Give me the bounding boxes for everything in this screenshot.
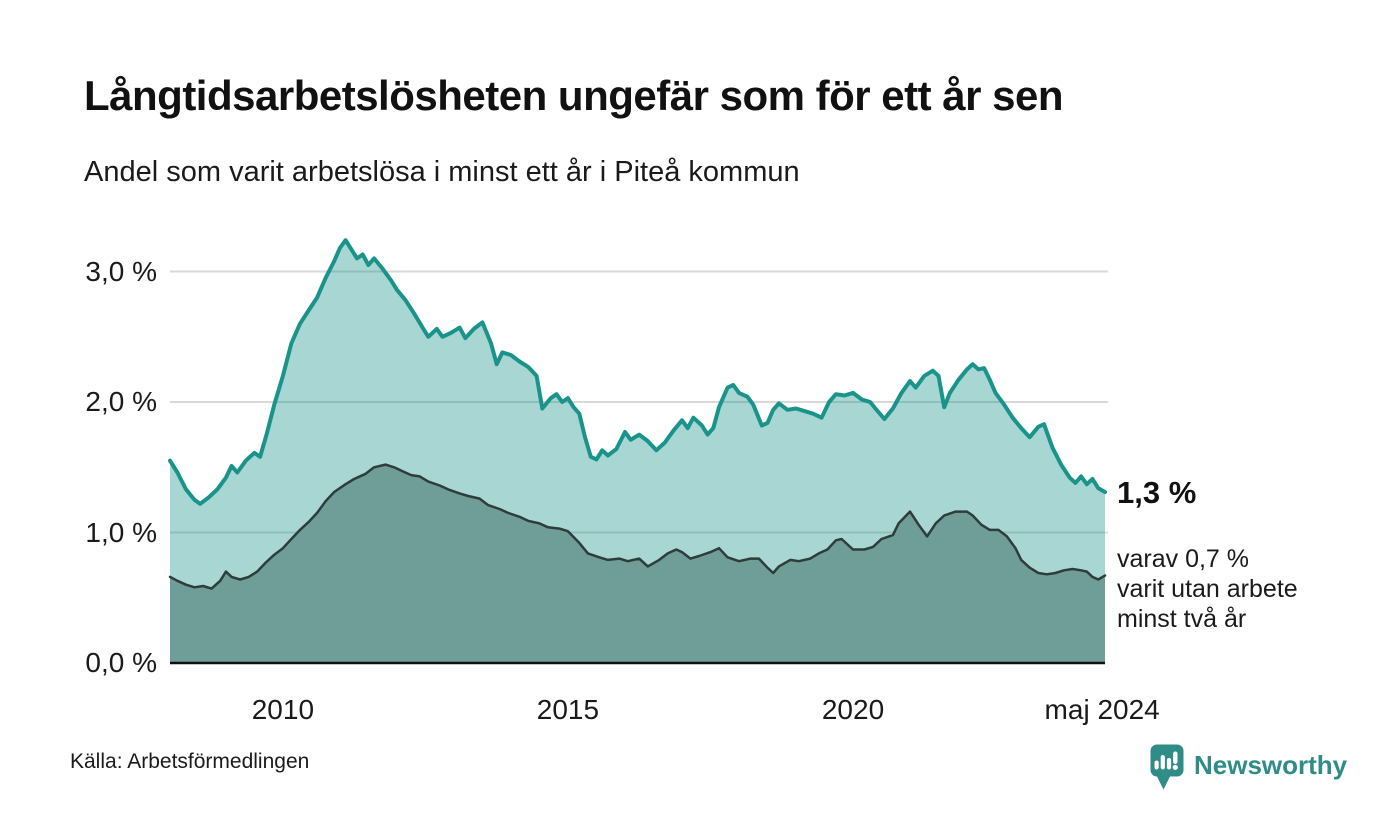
y-tick-label: 1,0 % [85,516,157,548]
y-tick-label: 0,0 % [85,647,157,678]
note-line: minst två år [1117,605,1247,633]
series-line-total-long-term [168,238,1107,506]
note-line: varav 0,7 % [1117,545,1250,573]
page-subtitle: Andel som varit arbetslösa i minst ett å… [84,156,800,188]
x-tick-label: 2010 [251,694,315,725]
x-tick-label: 2015 [536,694,600,725]
speech-bubble-chart-icon [1150,744,1184,790]
series-line-two-year [168,463,1107,590]
brand-name: Newsworthy [1194,750,1348,780]
series-area-two-year [170,464,1105,663]
x-tick-label: 2020 [821,694,885,725]
page-title: Långtidsarbetslösheten ungefär som för e… [84,72,1064,119]
note-line: varit utan arbete [1117,575,1298,603]
two-year-note-annotation: varav 0,7 % varit utan arbete minst två … [1117,544,1298,634]
newsworthy-logo: Newsworthy [1147,744,1347,791]
latest-value-annotation: 1,3 % [1117,475,1197,510]
y-tick-label: 2,0 % [85,386,157,417]
source-note: Källa: Arbetsförmedlingen [70,750,310,773]
x-tick-label: maj 2024 [1044,694,1160,725]
y-tick-label: 3,0 % [85,255,157,287]
